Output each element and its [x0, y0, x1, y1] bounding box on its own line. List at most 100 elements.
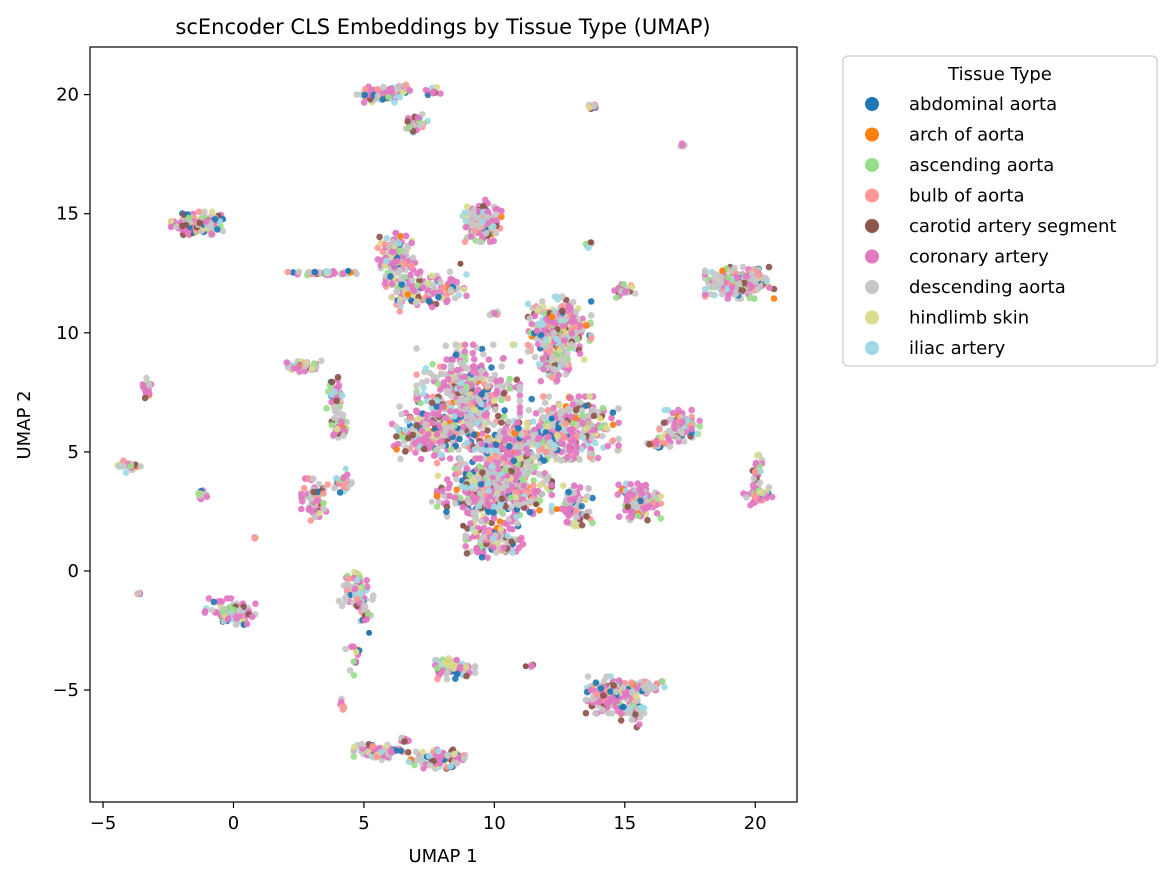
scatter-point	[581, 393, 589, 400]
scatter-point	[223, 595, 231, 602]
scatter-point	[374, 256, 382, 263]
scatter-point	[495, 465, 502, 473]
scatter-point	[471, 669, 479, 677]
scatter-point	[448, 446, 455, 453]
scatter-point	[485, 437, 493, 444]
scatter-point	[201, 208, 208, 215]
scatter-point	[405, 86, 413, 94]
scatter-point	[381, 240, 389, 248]
scatter-point	[397, 275, 405, 282]
scatter-point	[447, 762, 455, 770]
scatter-point	[478, 497, 486, 505]
scatter-point	[558, 342, 566, 350]
scatter-point	[290, 365, 298, 372]
legend-label: coronary artery	[909, 247, 1049, 268]
scatter-point	[409, 431, 417, 439]
scatter-point	[561, 505, 568, 513]
scatter-point	[232, 621, 240, 628]
scatter-point	[473, 214, 481, 222]
scatter-point	[340, 474, 348, 482]
scatter-point	[524, 424, 531, 431]
scatter-point	[476, 238, 484, 246]
scatter-point	[358, 740, 366, 748]
scatter-point	[588, 696, 596, 703]
scatter-point	[422, 365, 430, 372]
scatter-point	[623, 497, 631, 505]
scatter-point	[633, 684, 641, 691]
scatter-point	[433, 459, 441, 467]
scatter-point	[469, 368, 477, 376]
scatter-point	[732, 290, 740, 298]
scatter-point	[363, 577, 371, 584]
scatter-point	[185, 214, 193, 222]
scatter-point	[615, 442, 622, 449]
y-tick-label: −5	[52, 680, 79, 701]
scatter-point	[596, 415, 603, 422]
legend-marker	[865, 158, 879, 172]
scatter-point	[340, 481, 348, 489]
scatter-point	[361, 85, 369, 93]
scatter-point	[494, 412, 502, 420]
scatter-point	[428, 441, 435, 448]
scatter-point	[569, 419, 577, 427]
scatter-point	[548, 374, 556, 381]
scatter-point	[629, 491, 637, 499]
scatter-point	[350, 643, 357, 650]
scatter-point	[408, 262, 415, 270]
scatter-point	[457, 359, 465, 367]
scatter-point	[569, 298, 577, 306]
scatter-point	[335, 597, 343, 605]
scatter-point	[484, 208, 492, 216]
scatter-point	[345, 267, 352, 274]
scatter-point	[516, 397, 524, 405]
scatter-point	[438, 437, 445, 445]
scatter-point	[583, 322, 590, 329]
scatter-point	[311, 268, 319, 276]
scatter-point	[224, 615, 232, 623]
scatter-point	[589, 519, 596, 527]
scatter-point	[500, 429, 508, 436]
scatter-point	[757, 468, 764, 475]
scatter-point	[550, 365, 558, 373]
scatter-point	[208, 208, 216, 215]
scatter-point	[413, 371, 420, 379]
scatter-point	[426, 369, 434, 377]
scatter-point	[568, 437, 575, 444]
scatter-point	[484, 480, 492, 487]
scatter-point	[754, 285, 761, 293]
scatter-point	[453, 278, 461, 286]
scatter-point	[532, 463, 539, 471]
scatter-point	[483, 229, 490, 237]
scatter-point	[351, 585, 359, 592]
scatter-point	[201, 609, 209, 616]
scatter-point	[452, 374, 460, 382]
scatter-point	[492, 229, 500, 237]
scatter-point	[609, 694, 616, 702]
scatter-point	[479, 446, 487, 453]
scatter-point	[195, 208, 203, 215]
scatter-point	[451, 750, 458, 758]
scatter-point	[742, 273, 750, 280]
scatter-point	[533, 501, 540, 508]
scatter-point	[461, 348, 469, 355]
scatter-point	[402, 81, 410, 89]
scatter-point	[461, 238, 469, 246]
scatter-point	[434, 380, 442, 388]
scatter-point	[353, 595, 361, 603]
scatter-point	[401, 427, 409, 434]
scatter-point	[591, 426, 599, 434]
scatter-point	[445, 375, 452, 383]
scatter-point	[307, 517, 315, 524]
scatter-point	[452, 351, 460, 359]
scatter-point	[505, 443, 513, 450]
scatter-point	[638, 704, 646, 711]
scatter-point	[477, 518, 485, 525]
scatter-point	[425, 297, 433, 305]
scatter-point	[443, 387, 451, 395]
scatter-point	[688, 406, 695, 414]
scatter-point	[467, 520, 474, 527]
scatter-point	[463, 223, 470, 231]
scatter-point	[497, 376, 505, 384]
